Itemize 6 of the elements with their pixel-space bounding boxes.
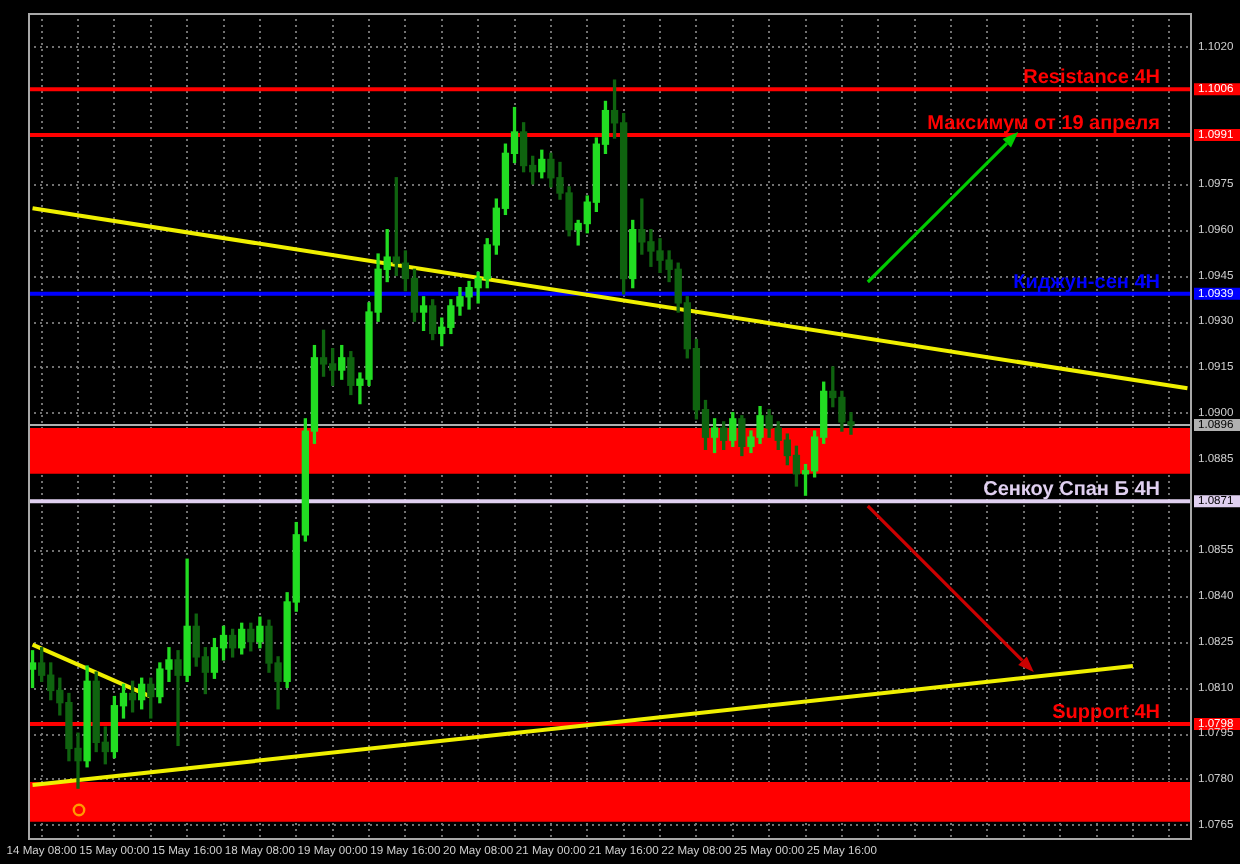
ref-line-label: Сенкоу Спан Б 4H <box>983 479 1160 502</box>
ref-line-label: Support 4H <box>1052 702 1160 725</box>
candlestick <box>174 650 182 747</box>
ref-line-label: Resistance 4H <box>1023 67 1160 90</box>
ref-line-label: Максимум от 19 апреля <box>927 113 1161 136</box>
ref-line-label: Киджун-сен 4H <box>1013 271 1160 294</box>
